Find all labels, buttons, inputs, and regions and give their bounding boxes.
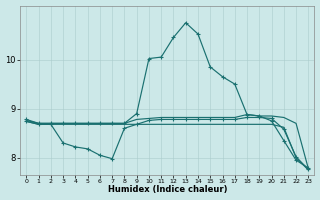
X-axis label: Humidex (Indice chaleur): Humidex (Indice chaleur) [108,185,227,194]
